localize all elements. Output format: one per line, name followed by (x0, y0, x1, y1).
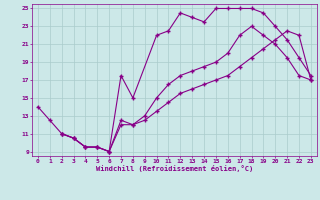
X-axis label: Windchill (Refroidissement éolien,°C): Windchill (Refroidissement éolien,°C) (96, 165, 253, 172)
